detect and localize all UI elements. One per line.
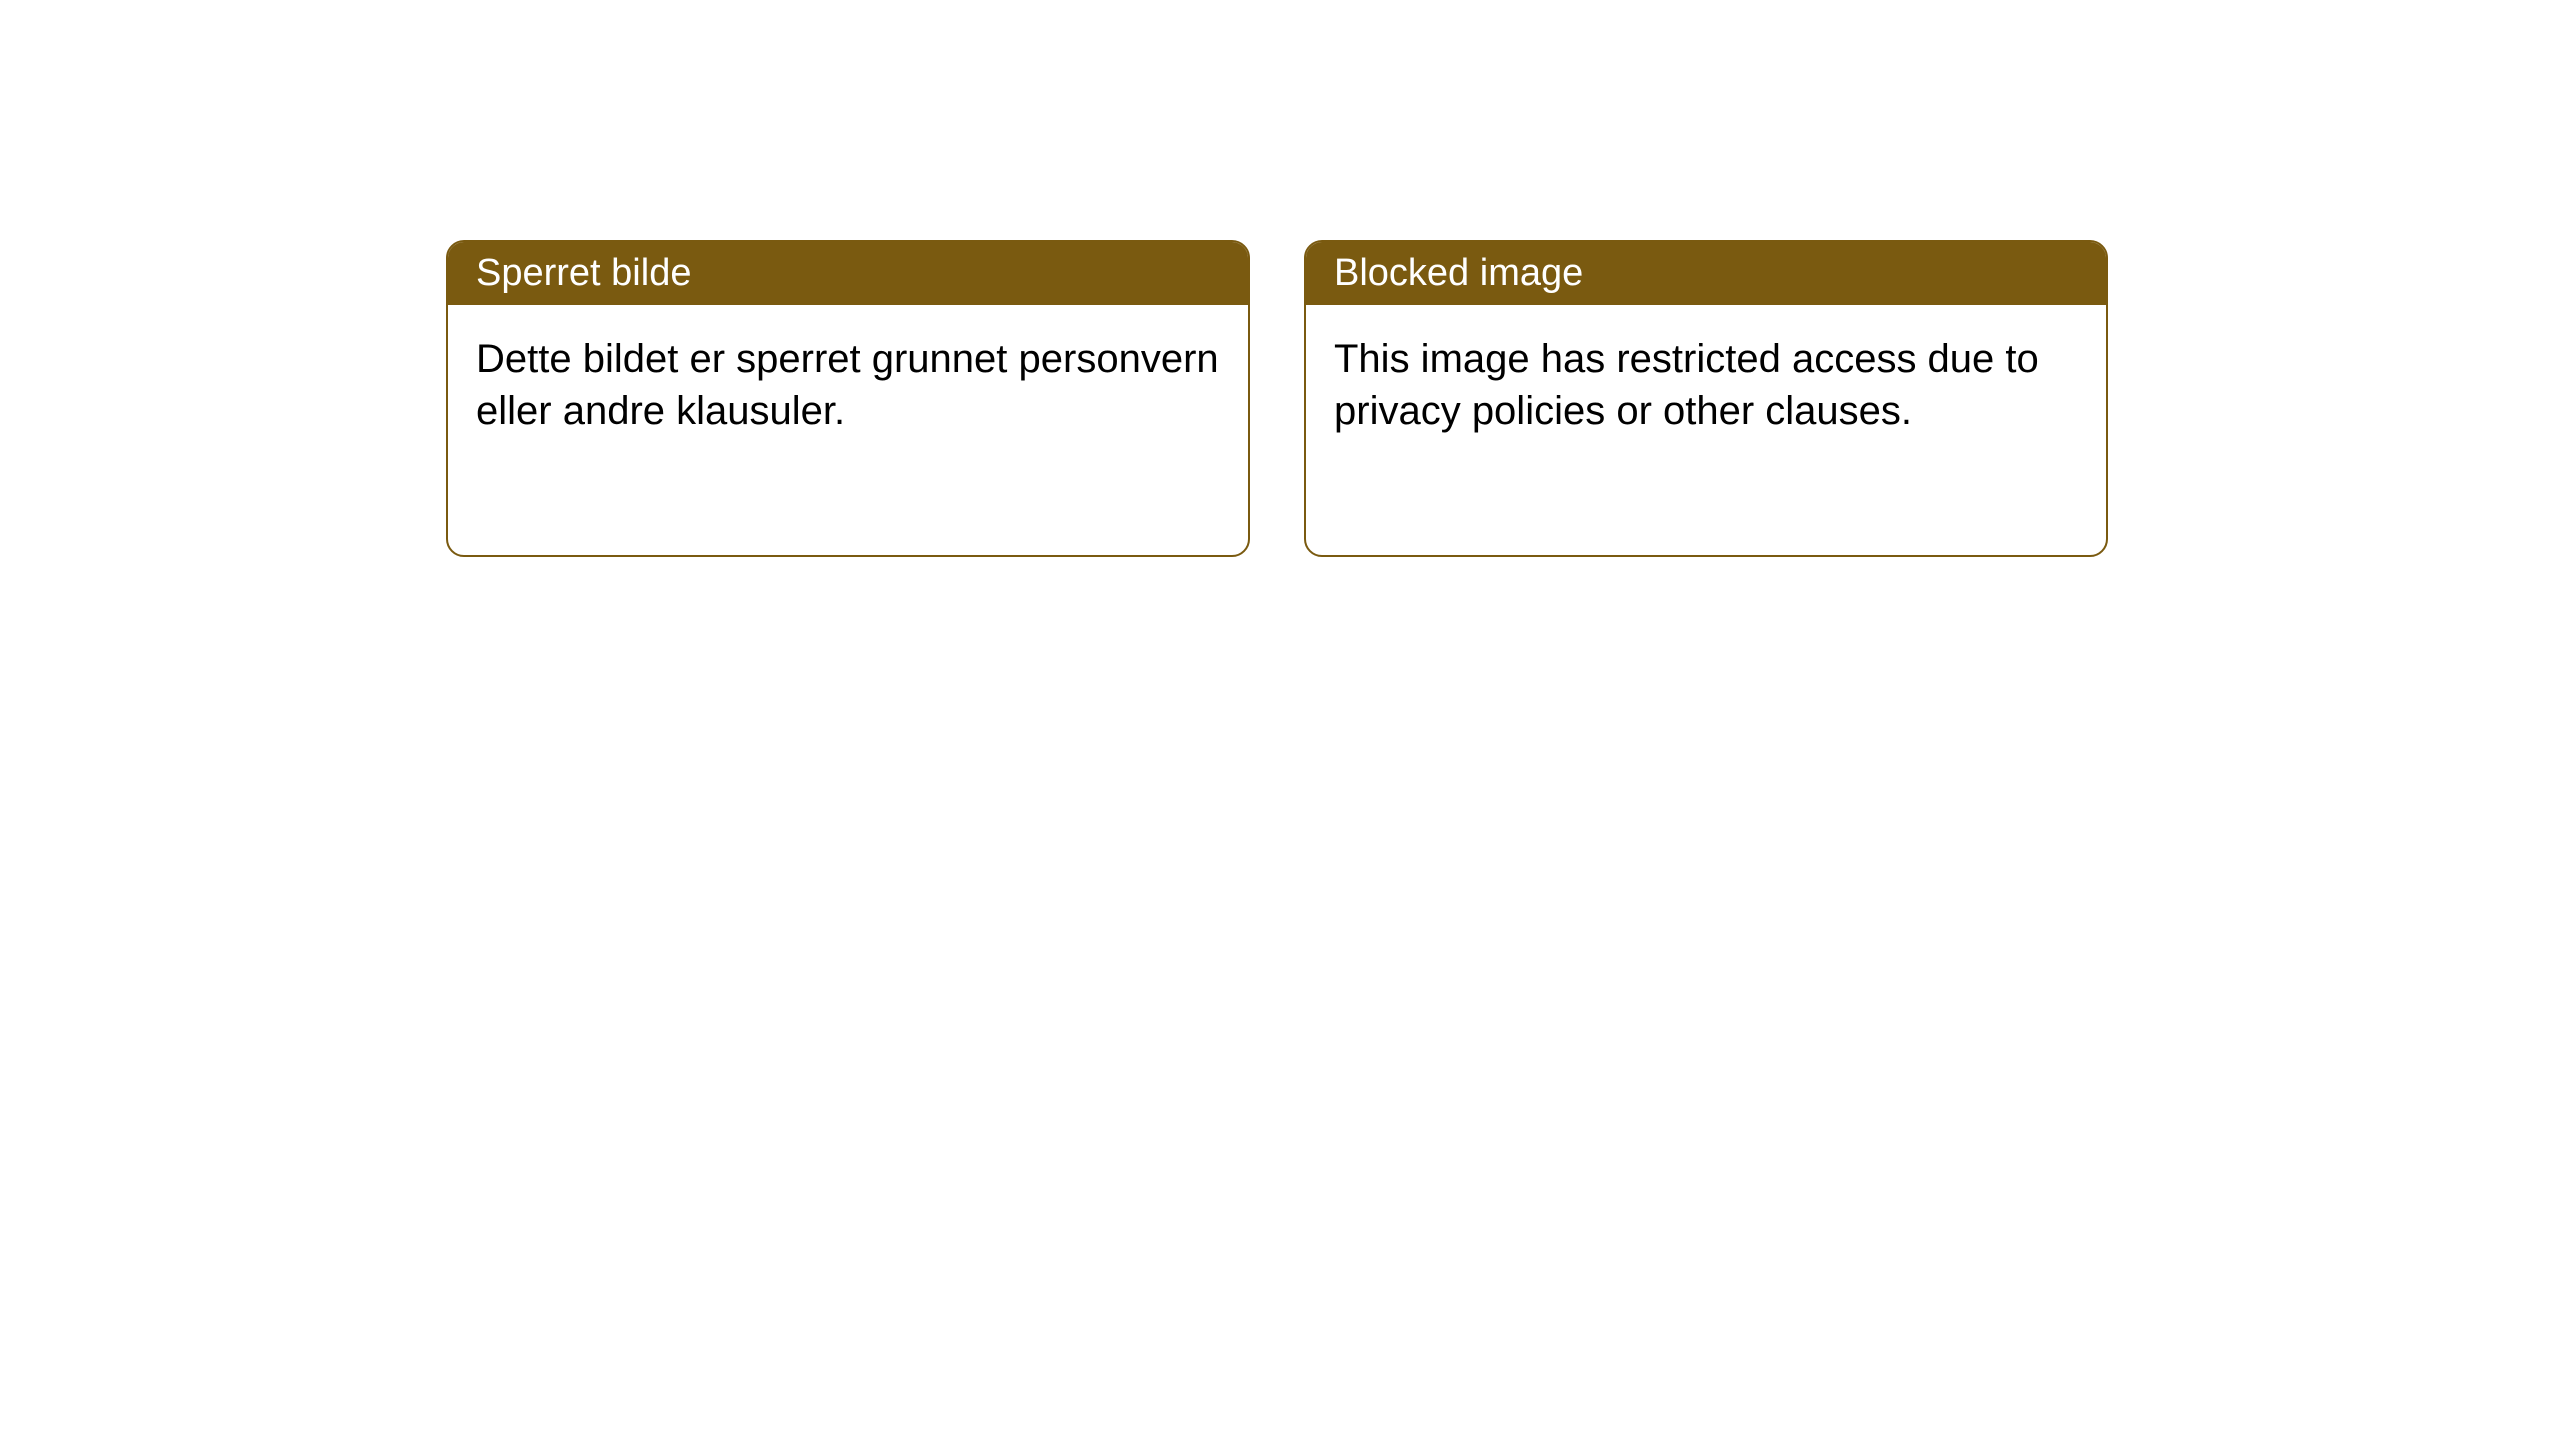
- notice-header-en: Blocked image: [1306, 242, 2106, 305]
- notice-card-nb: Sperret bilde Dette bildet er sperret gr…: [446, 240, 1250, 557]
- notice-header-nb: Sperret bilde: [448, 242, 1248, 305]
- notice-card-en: Blocked image This image has restricted …: [1304, 240, 2108, 557]
- notice-body-en: This image has restricted access due to …: [1306, 305, 2106, 555]
- notice-container: Sperret bilde Dette bildet er sperret gr…: [446, 240, 2108, 557]
- notice-body-nb: Dette bildet er sperret grunnet personve…: [448, 305, 1248, 555]
